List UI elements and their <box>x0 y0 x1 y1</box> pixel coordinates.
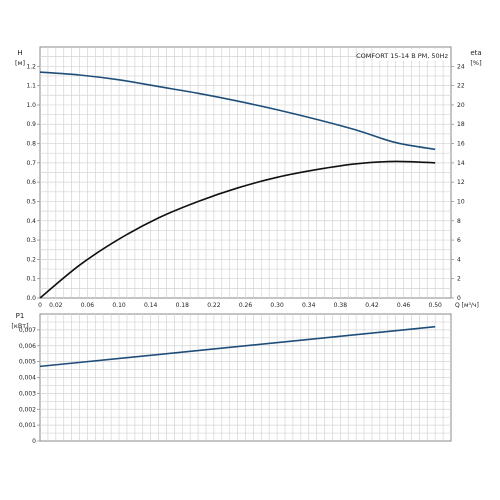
y-axis-label-left: H <box>17 49 22 57</box>
y-tick-label-left: 1.1 <box>26 83 36 90</box>
y-tick-label-left: 0.4 <box>26 218 36 225</box>
y-axis-label-right: eta <box>470 49 481 57</box>
x-tick-label: 0.50 <box>429 302 443 309</box>
y-tick-label-right: 4 <box>457 256 461 263</box>
x-tick-label: 0.34 <box>302 302 316 309</box>
head-curve <box>39 71 436 151</box>
grid-top <box>40 47 451 298</box>
efficiency-curve <box>39 160 436 299</box>
power-tick-label: 0,005 <box>19 359 36 366</box>
y-tick-label-left: 0.6 <box>26 179 36 186</box>
tick-labels-top: 0.0 0.1 0.2 0.3 0.4 0.5 0.6 0.7 0.8 0.9 1.0 1.1 1.2 0… <box>26 63 464 309</box>
x-tick-label: 0.38 <box>334 302 348 309</box>
y-tick-label-right: 2 <box>457 276 461 283</box>
x-tick-label: 0.10 <box>112 302 126 309</box>
power-tick-label: 0,004 <box>19 375 36 382</box>
y-tick-label-right: 16 <box>457 141 465 148</box>
y-tick-label-left: 0.8 <box>26 141 36 148</box>
x-tick-label: 0.18 <box>176 302 190 309</box>
y-tick-label-right: 20 <box>457 102 465 109</box>
curves-bottom <box>39 325 436 368</box>
x-tick-label: 0.02 <box>49 302 63 309</box>
head-efficiency-panel: 0.0 0.1 0.2 0.3 0.4 0.5 0.6 0.7 0.8 0.9 1.0 1.1 1.2 0… <box>15 46 482 309</box>
y-tick-label-right: 6 <box>457 237 461 244</box>
y-tick-label-left: 1.0 <box>26 102 36 109</box>
x-tick-label: 0.42 <box>365 302 379 309</box>
y-tick-label-left: 0.0 <box>26 295 36 302</box>
x-tick-label: 0.46 <box>397 302 411 309</box>
y-tick-label-right: 24 <box>457 63 465 70</box>
power-axis-label: P1 <box>16 312 25 320</box>
curves-top <box>39 71 436 299</box>
y-tick-label-right: 10 <box>457 198 465 205</box>
x-tick-label: 0 <box>38 302 42 309</box>
y-tick-label-right: 22 <box>457 83 465 90</box>
y-tick-label-right: 0 <box>457 295 461 302</box>
power-curve <box>39 325 436 368</box>
power-tick-label: 0,007 <box>19 327 36 334</box>
y-tick-label-right: 8 <box>457 218 461 225</box>
y-tick-label-left: 0.1 <box>26 276 36 283</box>
grid-bottom <box>40 314 451 441</box>
power-tick-label: 0 <box>32 438 36 445</box>
tick-labels-bottom: 0 0,001 0,002 0,003 0,004 0,005 0,006 0,007 <box>19 327 40 445</box>
power-axis-unit: [кВт] <box>11 322 28 330</box>
power-tick-label: 0,001 <box>19 422 36 429</box>
x-tick-label: 0.14 <box>144 302 158 309</box>
y-tick-label-left: 1.2 <box>26 63 36 70</box>
x-axis-label: Q [м³/ч] <box>455 302 479 309</box>
y-tick-label-left: 0.7 <box>26 160 36 167</box>
y-tick-label-left: 0.5 <box>26 198 36 205</box>
y-tick-label-left: 0.2 <box>26 256 36 263</box>
power-tick-label: 0,002 <box>19 406 36 413</box>
y-axis-unit-right: [%] <box>470 59 481 67</box>
y-tick-label-right: 18 <box>457 121 465 128</box>
x-tick-label: 0.06 <box>81 302 95 309</box>
power-tick-label: 0,006 <box>19 343 36 350</box>
y-axis-unit-left: [м] <box>15 59 25 67</box>
y-tick-label-right: 14 <box>457 160 465 167</box>
power-tick-label: 0,003 <box>19 390 36 397</box>
x-tick-label: 0.26 <box>239 302 253 309</box>
chart-title-box <box>375 49 450 61</box>
chart-title: COMFORT 15-14 B PM, 50Hz <box>356 52 448 60</box>
x-tick-label: 0.22 <box>207 302 221 309</box>
y-tick-label-right: 12 <box>457 179 465 186</box>
y-tick-label-left: 0.3 <box>26 237 36 244</box>
y-tick-label-left: 0.9 <box>26 121 36 128</box>
x-tick-label: 0.30 <box>270 302 284 309</box>
